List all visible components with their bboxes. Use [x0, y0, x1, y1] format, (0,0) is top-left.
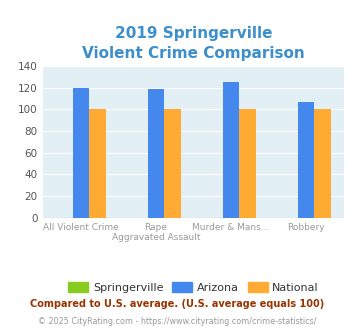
Title: 2019 Springerville
Violent Crime Comparison: 2019 Springerville Violent Crime Compari… [82, 26, 305, 61]
Legend: Springerville, Arizona, National: Springerville, Arizona, National [64, 278, 323, 298]
Text: © 2025 CityRating.com - https://www.cityrating.com/crime-statistics/: © 2025 CityRating.com - https://www.city… [38, 317, 317, 326]
Bar [223, 82, 239, 218]
Bar [297, 102, 314, 218]
Bar [239, 109, 256, 218]
Text: Compared to U.S. average. (U.S. average equals 100): Compared to U.S. average. (U.S. average … [31, 299, 324, 309]
Bar [89, 109, 106, 218]
Bar [148, 89, 164, 218]
Bar [73, 88, 89, 218]
Bar [314, 109, 331, 218]
Bar [164, 109, 181, 218]
